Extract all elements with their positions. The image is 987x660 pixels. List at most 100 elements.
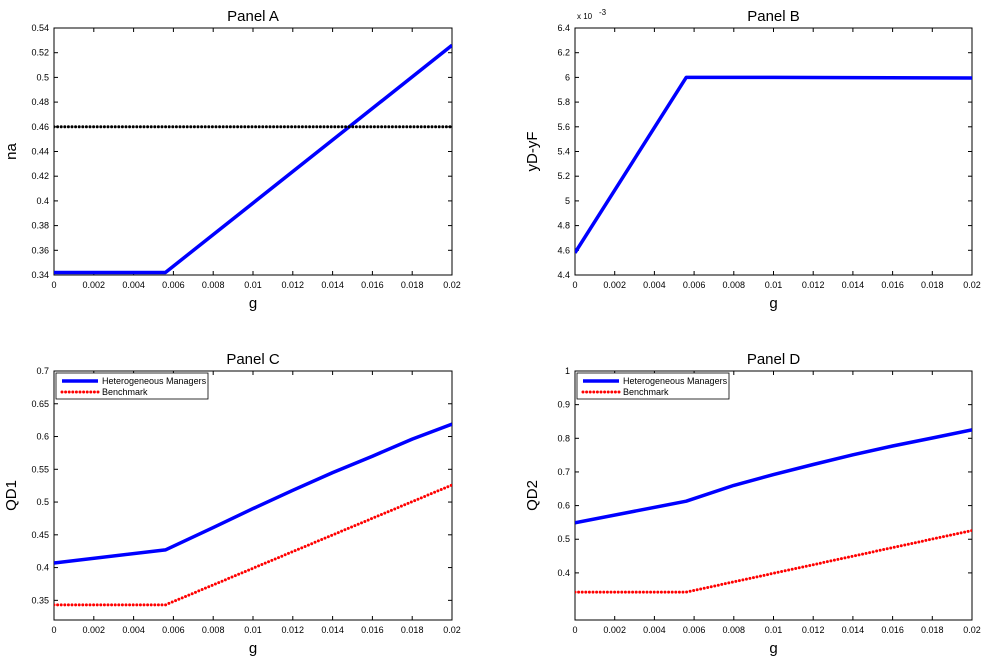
legend-label: Heterogeneous Managers <box>623 376 728 386</box>
x-tick-label: 0.014 <box>842 625 865 635</box>
y-tick-label: 5 <box>565 196 570 206</box>
y-tick-label: 6 <box>565 72 570 82</box>
y-tick-label: 0.7 <box>36 366 49 376</box>
x-tick-label: 0.018 <box>921 280 944 290</box>
x-tick-label: 0 <box>572 280 577 290</box>
legend-label: Benchmark <box>623 387 669 397</box>
x-axis-label: g <box>249 295 257 312</box>
x-axis-label: g <box>769 640 777 657</box>
x-axis-label: g <box>769 295 777 312</box>
series-line-1 <box>54 422 452 565</box>
x-tick-label: 0.004 <box>643 625 666 635</box>
x-tick-label: 0.02 <box>963 280 981 290</box>
series-line-1 <box>575 428 972 525</box>
legend-label: Heterogeneous Managers <box>102 376 207 386</box>
y-tick-label: 0.7 <box>557 467 570 477</box>
x-tick-label: 0.012 <box>802 280 825 290</box>
y-tick-label: 0.4 <box>36 196 49 206</box>
y-tick-label: 0.8 <box>557 433 570 443</box>
chart-panel-d: 0 0.002 0.004 0.006 0.008 0.01 0.012 0.014 0.016… <box>524 351 981 657</box>
x-tick-label: 0 <box>51 280 56 290</box>
panel-title: Panel C <box>226 351 280 368</box>
y-tick-label: 5.6 <box>557 122 570 132</box>
x-tick-label: 0.004 <box>122 280 145 290</box>
legend-label: Benchmark <box>102 387 148 397</box>
plot-area-frame <box>574 27 973 276</box>
y-tick-label: 0.35 <box>31 595 49 605</box>
plot-area-frame <box>574 370 973 621</box>
chart-panel-a: 0 0.002 0.004 0.006 0.008 0.01 0.012 0.014 0.016… <box>3 8 461 312</box>
y-tick-label: 4.4 <box>557 270 570 280</box>
x-tick-label: 0.012 <box>282 625 305 635</box>
y-tick-label: 4.8 <box>557 221 570 231</box>
x-tick-label: 0.016 <box>881 280 904 290</box>
x-tick-label: 0.006 <box>683 625 706 635</box>
x-tick-label: 0.018 <box>921 625 944 635</box>
y-tick-label: 0.54 <box>31 23 49 33</box>
x-tick-label: 0.014 <box>842 280 865 290</box>
y-tick-label: 6.4 <box>557 23 570 33</box>
series-line-2 <box>575 529 972 594</box>
y-tick-label: 0.4 <box>36 563 49 573</box>
y-tick-label: 6.2 <box>557 48 570 58</box>
y-tick-label: 0.65 <box>31 399 49 409</box>
x-tick-label: 0.006 <box>162 625 185 635</box>
x-tick-label: 0.002 <box>603 625 626 635</box>
x-axis-label: g <box>249 640 257 657</box>
x-tick-label: 0 <box>572 625 577 635</box>
y-tick-label: 4.6 <box>557 245 570 255</box>
x-tick-label: 0.018 <box>401 280 424 290</box>
x-tick-label: 0.002 <box>83 280 106 290</box>
x-tick-label: 0.014 <box>321 280 344 290</box>
x-tick-label: 0.008 <box>723 625 746 635</box>
series-line-1 <box>54 43 452 275</box>
y-tick-label: 0.34 <box>31 270 49 280</box>
x-tick-label: 0.004 <box>122 625 145 635</box>
y-exponent-label: x 10 <box>577 12 593 21</box>
plot-area-frame <box>53 370 453 621</box>
y-tick-label: 0.5 <box>557 534 570 544</box>
x-tick-label: 0 <box>51 625 56 635</box>
y-tick-label: 0.5 <box>36 72 49 82</box>
x-tick-label: 0.006 <box>683 280 706 290</box>
legend-box <box>55 372 209 400</box>
panel-title: Panel D <box>747 351 801 368</box>
x-tick-label: 0.018 <box>401 625 424 635</box>
y-axis-label: QD2 <box>524 480 541 511</box>
x-tick-label: 0.016 <box>361 625 384 635</box>
x-tick-label: 0.008 <box>202 625 225 635</box>
x-tick-label: 0.01 <box>244 280 262 290</box>
y-tick-label: 0.55 <box>31 464 49 474</box>
y-tick-label: 5.8 <box>557 97 570 107</box>
x-tick-label: 0.02 <box>443 280 461 290</box>
y-tick-label: 0.52 <box>31 48 49 58</box>
x-tick-label: 0.008 <box>723 280 746 290</box>
x-tick-label: 0.01 <box>765 625 783 635</box>
y-tick-label: 5.4 <box>557 147 570 157</box>
x-tick-label: 0.008 <box>202 280 225 290</box>
x-tick-label: 0.02 <box>443 625 461 635</box>
y-tick-label: 5.2 <box>557 171 570 181</box>
x-tick-label: 0.006 <box>162 280 185 290</box>
y-tick-label: 0.42 <box>31 171 49 181</box>
y-axis-label: yD-yF <box>524 132 541 172</box>
panel-title: Panel B <box>747 8 800 25</box>
y-tick-label: 0.48 <box>31 97 49 107</box>
x-tick-label: 0.01 <box>765 280 783 290</box>
x-tick-label: 0.016 <box>361 280 384 290</box>
panel-title: Panel A <box>227 8 279 25</box>
y-tick-label: 0.4 <box>557 568 570 578</box>
chart-panel-b: 0 0.002 0.004 0.006 0.008 0.01 0.012 0.014 0.016… <box>524 8 981 312</box>
x-tick-label: 0.012 <box>282 280 305 290</box>
x-tick-label: 0.002 <box>83 625 106 635</box>
y-tick-label: 0.45 <box>31 530 49 540</box>
chart-panel-c: 0 0.002 0.004 0.006 0.008 0.01 0.012 0.014 0.016… <box>3 351 461 657</box>
y-axis-label: na <box>3 143 20 160</box>
x-tick-label: 0.014 <box>321 625 344 635</box>
y-tick-label: 0.9 <box>557 400 570 410</box>
y-tick-label: 0.44 <box>31 147 49 157</box>
x-tick-label: 0.002 <box>603 280 626 290</box>
y-exponent-power: -3 <box>599 8 607 17</box>
y-tick-label: 0.5 <box>36 497 49 507</box>
